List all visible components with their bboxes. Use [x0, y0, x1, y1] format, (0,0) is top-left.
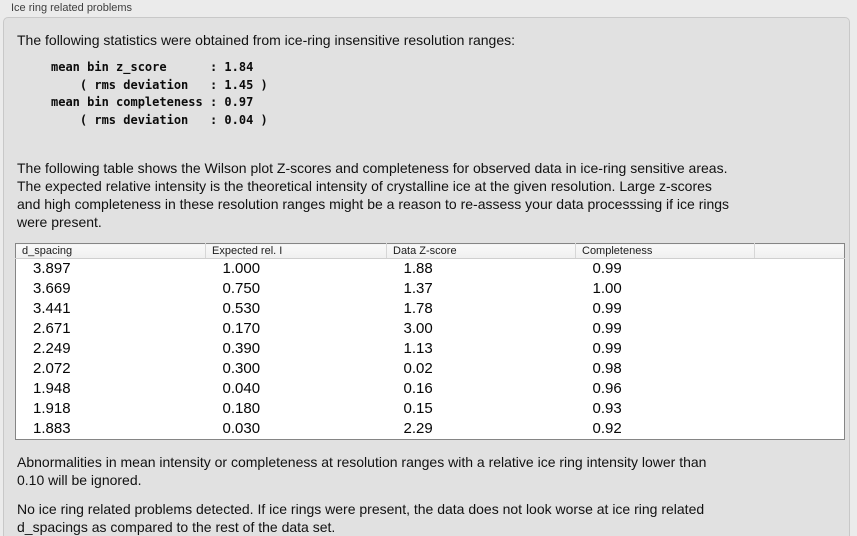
ice-ring-group-box: The following statistics were obtained f… [3, 17, 850, 536]
table-cell: 2.249 [33, 340, 71, 357]
table-cell: 1.13 [403, 340, 433, 357]
table-header-row: d_spacing Expected rel. I Data Z-score C… [15, 243, 845, 259]
table-cell: 3.897 [33, 260, 71, 277]
table-cell: 0.530 [222, 300, 261, 317]
table-cell: 0.99 [592, 320, 622, 337]
table-cell: 0.92 [592, 420, 622, 437]
table-cell: 3.00 [403, 320, 433, 337]
table-cell [755, 279, 845, 299]
conclusion-text: No ice ring related problems detected. I… [17, 501, 705, 535]
table-cell: 0.99 [592, 340, 622, 357]
table-cell: 1.78 [403, 300, 433, 317]
table-cell: 0.15 [403, 400, 433, 417]
table-cell: 1.948 [33, 380, 71, 397]
table-cell: 0.99 [592, 300, 622, 317]
ignore-rule-text: Abnormalities in mean intensity or compl… [17, 454, 707, 488]
table-cell: 0.180 [222, 400, 261, 417]
table-cell [755, 419, 845, 440]
table-cell: 2.072 [33, 360, 71, 377]
table-cell: 0.02 [403, 360, 433, 377]
table-cell: 0.16 [403, 380, 433, 397]
table-cell: 2.29 [403, 420, 433, 437]
table-cell: 3.441 [33, 300, 71, 317]
table-cell: 0.96 [592, 380, 622, 397]
table-row[interactable]: 3.897 1.000 1.88 0.99 [16, 259, 845, 280]
table-cell: 1.918 [33, 400, 71, 417]
table-cell: 0.300 [222, 360, 261, 377]
panel-content: The following statistics were obtained f… [4, 18, 849, 536]
table-cell: 1.37 [403, 280, 433, 297]
column-header-completeness[interactable]: Completeness [575, 243, 755, 259]
table-cell [755, 259, 845, 280]
table-row[interactable]: 2.671 0.170 3.00 0.99 [16, 319, 845, 339]
table-row[interactable]: 1.948 0.040 0.16 0.96 [16, 379, 845, 399]
table-row[interactable]: 1.918 0.180 0.15 0.93 [16, 399, 845, 419]
table-row[interactable]: 3.441 0.530 1.78 0.99 [16, 299, 845, 319]
table-cell: 0.99 [592, 260, 622, 277]
table-cell: 0.030 [222, 420, 261, 437]
table-cell [755, 359, 845, 379]
table-description-text: The following table shows the Wilson plo… [17, 160, 730, 230]
table-header: d_spacing Expected rel. I Data Z-score C… [15, 243, 845, 259]
table-cell [755, 379, 845, 399]
table-row[interactable]: 1.883 0.030 2.29 0.92 [16, 419, 845, 440]
table-cell: 0.750 [222, 280, 261, 297]
table-cell [755, 399, 845, 419]
table-row[interactable]: 2.249 0.390 1.13 0.99 [16, 339, 845, 359]
stats-intro-text: The following statistics were obtained f… [17, 32, 516, 48]
column-header-data-z-score[interactable]: Data Z-score [386, 243, 576, 259]
group-box-title: Ice ring related problems [11, 2, 133, 14]
stats-summary-block: mean bin z_score : 1.84 ( rms deviation … [51, 60, 268, 127]
table-cell: 1.00 [592, 280, 622, 297]
table-cell: 1.883 [33, 420, 71, 437]
table-row[interactable]: 3.669 0.750 1.37 1.00 [16, 279, 845, 299]
table-cell [755, 339, 845, 359]
table-cell: 2.671 [33, 320, 71, 337]
table-cell: 0.93 [592, 400, 622, 417]
table-cell [755, 299, 845, 319]
table-body: 3.897 1.000 1.88 0.99 3.669 0.750 1.37 1.00 3.44… [16, 259, 845, 440]
table-cell: 1.000 [222, 260, 261, 277]
table-cell: 3.669 [33, 280, 71, 297]
ice-ring-table: d_spacing Expected rel. I Data Z-score C… [15, 243, 845, 440]
column-header-d-spacing[interactable]: d_spacing [15, 243, 206, 259]
column-header-expected-rel-i[interactable]: Expected rel. I [205, 243, 387, 259]
table-cell: 0.040 [222, 380, 261, 397]
table-row[interactable]: 2.072 0.300 0.02 0.98 [16, 359, 845, 379]
table-cell [755, 319, 845, 339]
column-header-empty [754, 243, 845, 259]
table-cell: 0.170 [222, 320, 261, 337]
table-cell: 0.98 [592, 360, 622, 377]
table-cell: 0.390 [222, 340, 261, 357]
table-cell: 1.88 [403, 260, 433, 277]
